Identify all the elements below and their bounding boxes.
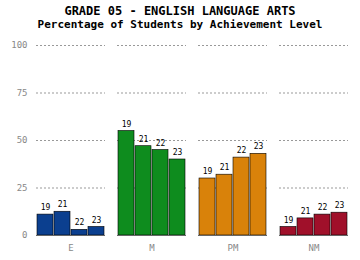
svg-text:22: 22 (156, 139, 166, 148)
svg-text:21: 21 (139, 135, 149, 144)
svg-text:23: 23 (92, 216, 102, 225)
svg-text:M: M (149, 243, 155, 253)
svg-text:21: 21 (301, 207, 311, 216)
svg-text:23: 23 (173, 148, 183, 157)
svg-text:25: 25 (17, 183, 28, 193)
html-text:Percentage of Students by Achi: Percentage of Students by Achievement Le… (37, 18, 323, 31)
svg-text:0: 0 (22, 230, 27, 240)
svg-text:E: E (68, 243, 73, 253)
svg-text:19: 19 (122, 120, 132, 129)
svg-text:19: 19 (203, 167, 213, 176)
svg-text:100: 100 (11, 40, 27, 50)
svg-text:75: 75 (17, 88, 28, 98)
svg-text:NM: NM (309, 243, 320, 253)
svg-text:50: 50 (17, 135, 28, 145)
svg-text:21: 21 (58, 200, 68, 209)
svg-text:19: 19 (41, 203, 51, 212)
svg-text:22: 22 (75, 218, 85, 227)
svg-text:22: 22 (318, 203, 328, 212)
svg-text:22: 22 (237, 146, 247, 155)
svg-text:21: 21 (220, 163, 230, 172)
svg-text:19: 19 (284, 216, 294, 225)
svg-text:23: 23 (254, 142, 264, 151)
html-text:GRADE 05 - ENGLISH LANGUAGE AR: GRADE 05 - ENGLISH LANGUAGE ARTS (64, 4, 296, 18)
svg-text:PM: PM (228, 243, 239, 253)
svg-text:23: 23 (335, 201, 345, 210)
